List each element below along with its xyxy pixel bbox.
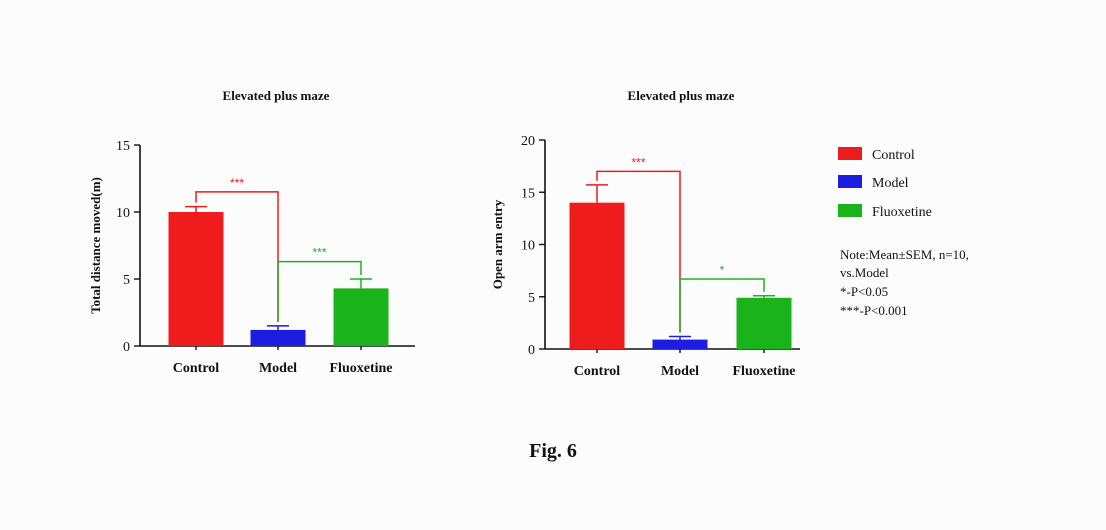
- legend-label-model: Model: [872, 176, 909, 191]
- significance-label: ***: [631, 155, 645, 169]
- y-tick-label: 0: [528, 343, 535, 358]
- y-tick-label: 10: [521, 239, 535, 254]
- x-tick-label-control: Control: [173, 361, 220, 376]
- legend-swatch-model: [838, 175, 862, 188]
- note-line: ***-P<0.001: [840, 303, 908, 318]
- y-tick-label: 5: [123, 273, 130, 288]
- significance-bracket: [679, 278, 765, 333]
- bar-fluoxetine: [333, 288, 389, 346]
- significance-label: ***: [230, 176, 244, 190]
- legend-swatch-fluoxetine: [838, 204, 862, 217]
- y-tick-label: 10: [116, 206, 130, 221]
- x-tick-label-fluoxetine: Fluoxetine: [330, 361, 393, 376]
- x-tick-label-model: Model: [259, 361, 297, 376]
- figure-caption: Fig. 6: [529, 440, 577, 462]
- x-tick-label-fluoxetine: Fluoxetine: [733, 364, 796, 379]
- significance-label: ***: [312, 246, 326, 260]
- legend: Control Model Fluoxetine: [838, 147, 932, 220]
- note-line: vs.Model: [840, 265, 889, 280]
- significance-label: *: [720, 263, 725, 277]
- significance-bracket: [195, 191, 279, 322]
- significance-bracket: [596, 170, 681, 333]
- legend-label-fluoxetine: Fluoxetine: [872, 205, 932, 220]
- y-tick-label: 20: [521, 134, 535, 149]
- legend-label-control: Control: [872, 148, 915, 163]
- chart-total-distance: Elevated plus maze Total distance moved(m…: [88, 88, 415, 376]
- bar-control: [569, 202, 625, 349]
- y-axis-label: Open arm entry: [490, 199, 505, 289]
- x-tick-label-control: Control: [574, 364, 621, 379]
- chart-open-arm-entry: Elevated plus maze Open arm entry 0 5 10 15 20…: [490, 88, 800, 379]
- y-tick-label: 0: [123, 340, 130, 355]
- y-tick-label: 15: [116, 139, 130, 154]
- bar-model: [652, 339, 708, 349]
- chart-title: Elevated plus maze: [628, 88, 735, 103]
- bar-fluoxetine: [736, 297, 792, 349]
- x-tick-label-model: Model: [661, 364, 699, 379]
- y-tick-label: 15: [521, 186, 535, 201]
- chart-title: Elevated plus maze: [223, 88, 330, 103]
- note-line: *-P<0.05: [840, 284, 888, 299]
- significance-bracket: [277, 260, 362, 322]
- y-axis-label: Total distance moved(m): [88, 177, 103, 314]
- y-tick-label: 5: [528, 291, 535, 306]
- bar-control: [168, 212, 224, 346]
- bar-model: [250, 329, 306, 346]
- statistics-note: Note:Mean±SEM, n=10, vs.Model *-P<0.05 *…: [840, 247, 969, 318]
- legend-swatch-control: [838, 147, 862, 160]
- note-line: Note:Mean±SEM, n=10,: [840, 247, 969, 262]
